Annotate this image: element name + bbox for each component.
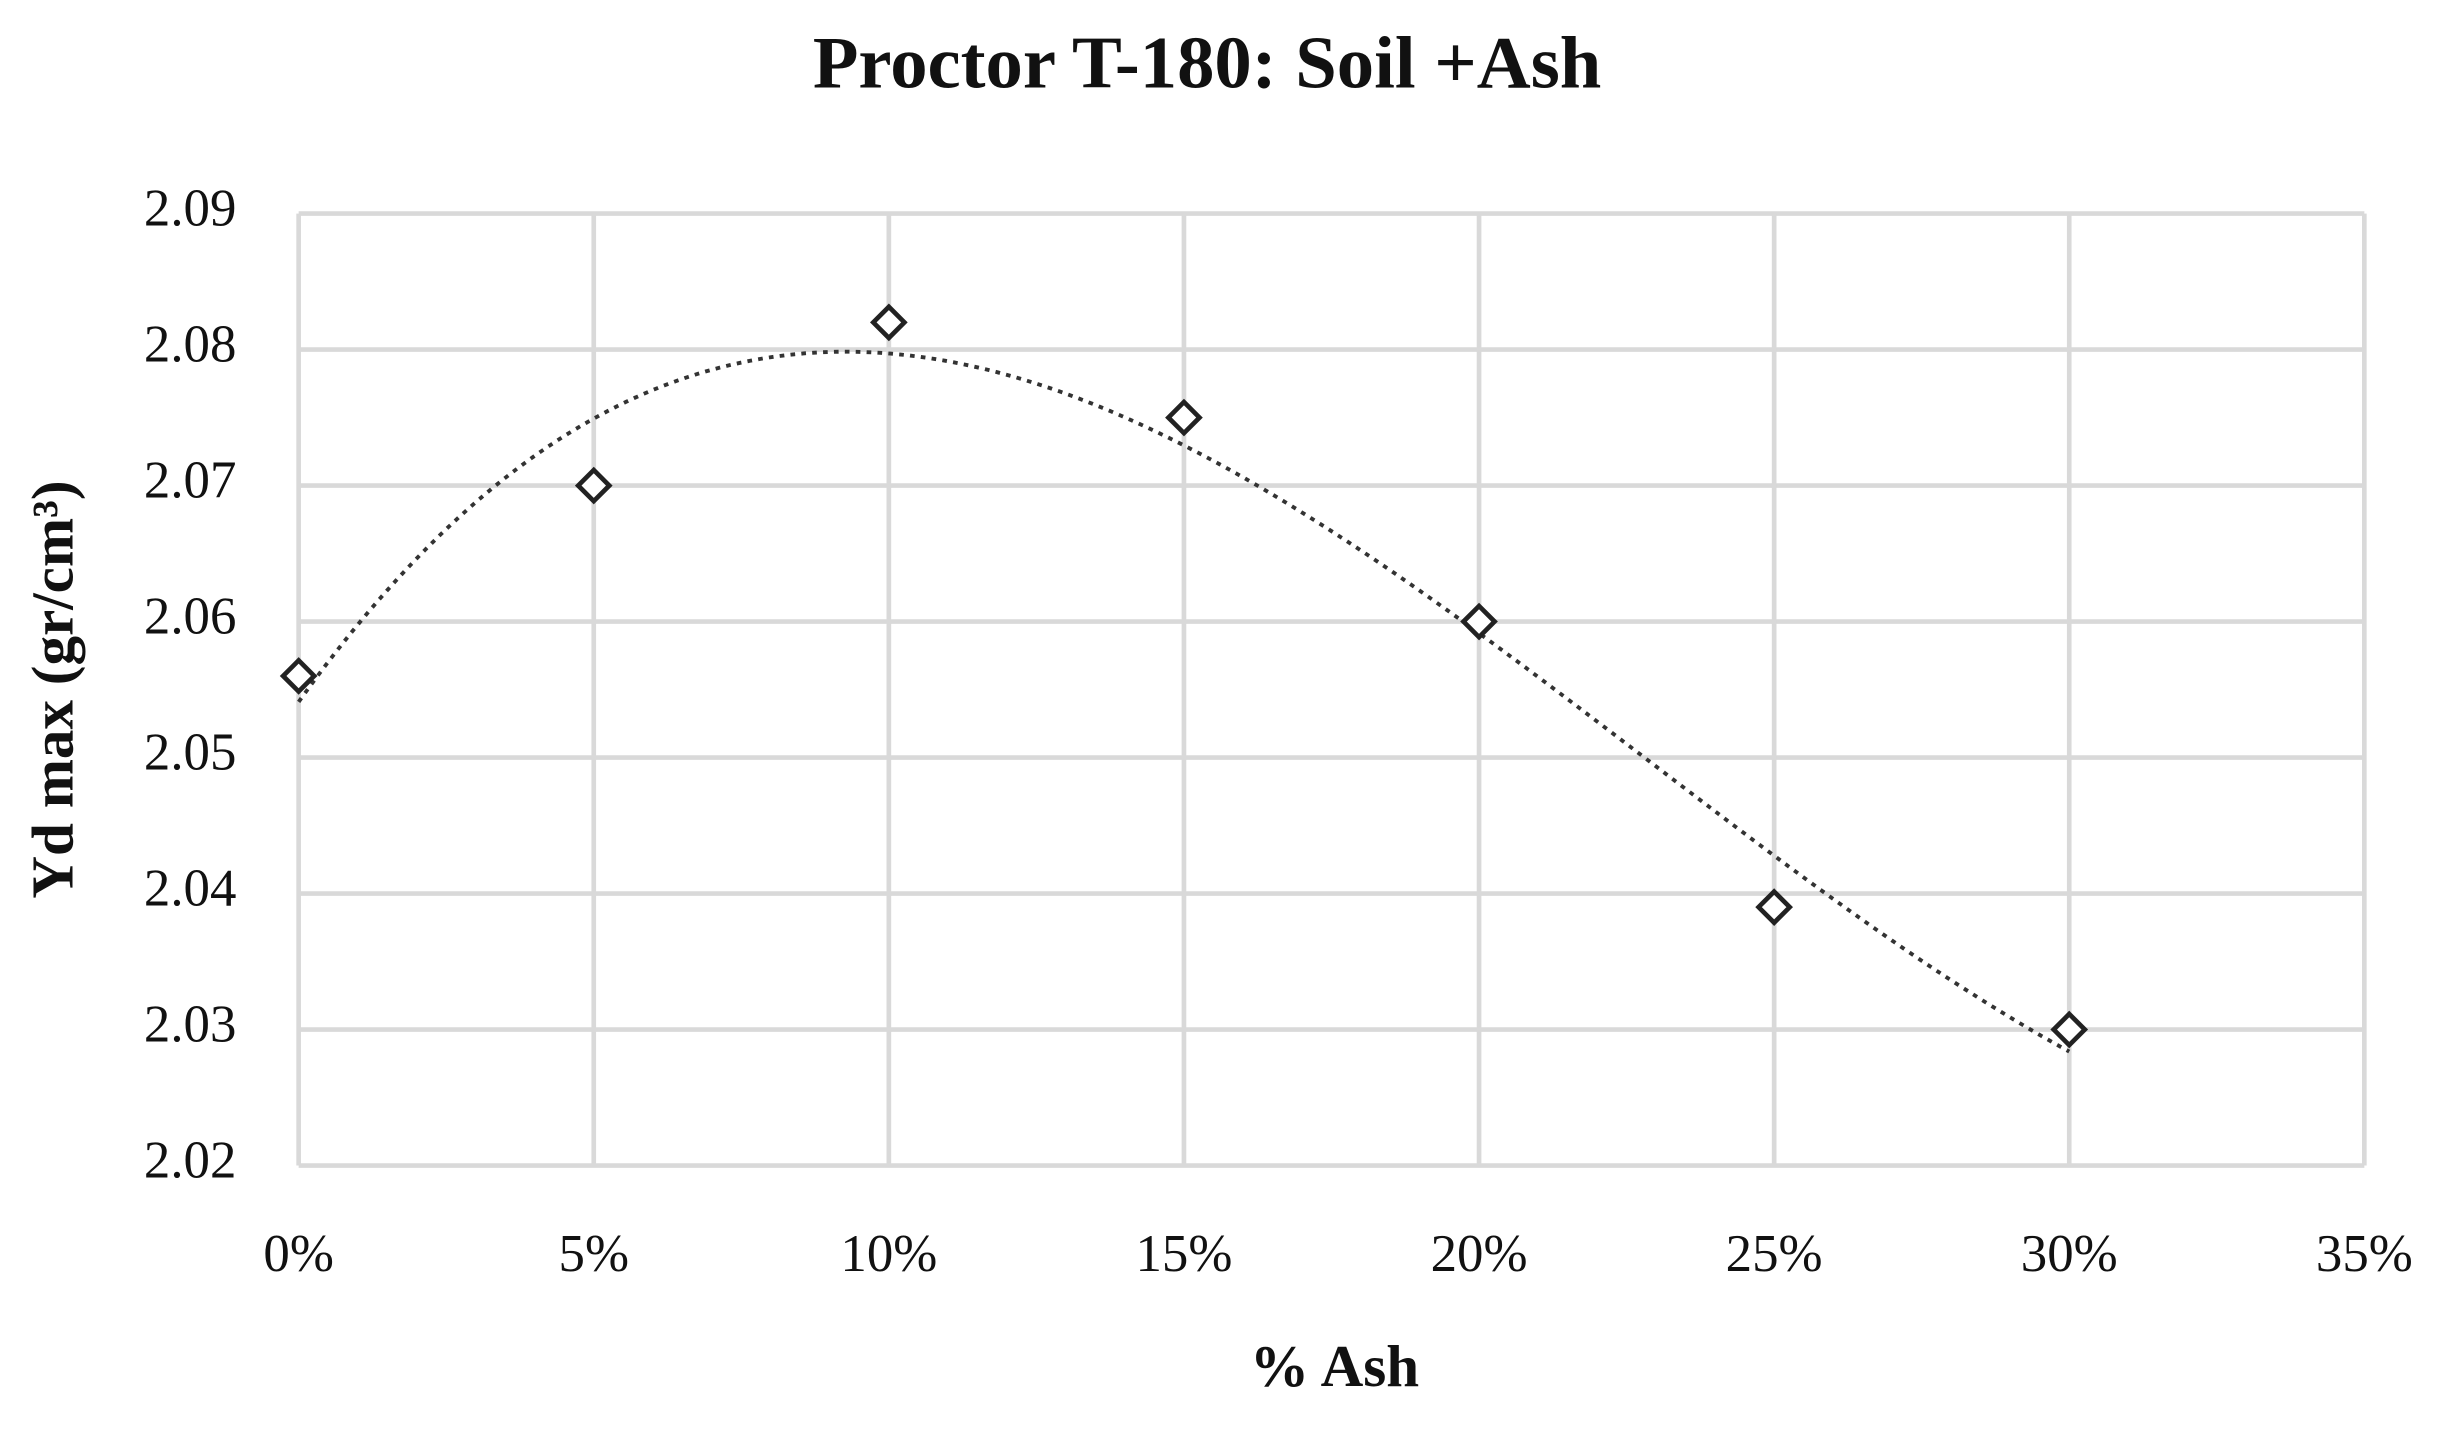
- y-tick-label: 2.09: [144, 180, 237, 238]
- y-tick-label: 2.02: [144, 1132, 237, 1190]
- x-tick-label: 10%: [840, 1225, 937, 1283]
- chart-title: Proctor T-180: Soil +Ash: [813, 22, 1601, 105]
- y-tick-label: 2.03: [144, 996, 237, 1054]
- x-tick-label: 15%: [1135, 1225, 1232, 1283]
- y-tick-label: 2.06: [144, 588, 237, 646]
- x-tick-label: 30%: [2021, 1225, 2118, 1283]
- y-tick-label: 2.04: [144, 860, 237, 918]
- y-tick-label: 2.05: [144, 724, 237, 782]
- x-tick-label: 0%: [263, 1225, 333, 1283]
- y-axis-label: Yd max (gr/cm³): [20, 480, 86, 898]
- x-tick-label: 35%: [2316, 1225, 2413, 1283]
- x-tick-label: 25%: [1726, 1225, 1823, 1283]
- data-point: [1165, 398, 1203, 437]
- data-point: [869, 303, 908, 342]
- data-point: [1460, 602, 1498, 641]
- y-tick-label: 2.08: [144, 316, 237, 374]
- data-point: [574, 466, 613, 505]
- data-point: [279, 657, 318, 695]
- x-tick-label: 20%: [1431, 1225, 1528, 1283]
- data-point: [1755, 888, 1793, 927]
- y-tick-label: 2.07: [144, 452, 237, 510]
- x-axis-label: % Ash: [1250, 1333, 1419, 1399]
- data-point: [2050, 1010, 2089, 1049]
- x-tick-label: 5%: [559, 1225, 629, 1283]
